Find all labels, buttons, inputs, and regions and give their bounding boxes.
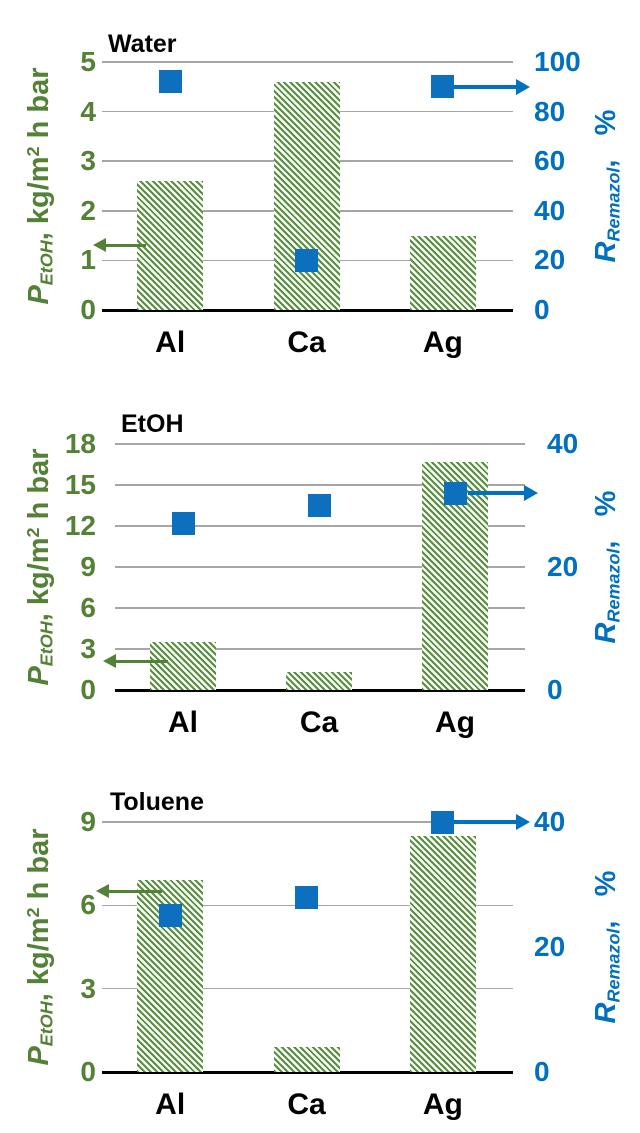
chart-title-etoh: EtOH <box>121 410 184 438</box>
right-axis-arrow-head <box>516 814 530 830</box>
left-axis-tick-label: 5 <box>80 46 96 77</box>
category-label-al: Al <box>155 326 186 359</box>
chart-title-water: Water <box>108 30 177 58</box>
category-label-ca: Ca <box>287 1088 326 1121</box>
left-axis-tick-label: 0 <box>80 674 96 705</box>
gridline <box>115 443 525 445</box>
right-axis-tick-label: 20 <box>534 931 566 962</box>
right-axis-tick-label: 0 <box>534 1056 550 1087</box>
left-axis-tick-label: 2 <box>80 194 96 226</box>
right-axis-arrow-head <box>524 485 538 502</box>
left-axis-arrow-head <box>96 883 109 898</box>
right-axis-title: RRemazol, % <box>583 16 629 356</box>
gridline <box>115 566 525 568</box>
marker-al <box>171 512 195 536</box>
right-axis-tick-label: 0 <box>534 294 550 325</box>
left-axis-arrow-stem <box>113 659 168 664</box>
left-axis-tick-label: 0 <box>80 294 96 325</box>
left-axis-tick-label: 6 <box>80 889 96 921</box>
left-axis-arrow-head <box>93 238 106 253</box>
right-axis-tick-label: 40 <box>547 428 579 459</box>
axis-symbol-subscript: Remazol <box>603 548 624 623</box>
axis-symbol-subscript: Remazol <box>603 167 624 242</box>
left-axis-tick-label: 12 <box>64 510 96 541</box>
gridline <box>102 987 513 990</box>
marker-al <box>158 904 182 928</box>
bar-ca <box>273 1047 340 1072</box>
marker-ca <box>295 248 318 272</box>
bar-ag <box>409 235 476 310</box>
marker-ca <box>307 494 331 517</box>
category-label-ag: Ag <box>422 326 463 359</box>
axis-units-tail: , % <box>590 870 622 929</box>
axis-units-tail: , % <box>590 109 622 168</box>
x-axis-line <box>102 1071 513 1074</box>
right-axis-arrow-head <box>516 78 530 95</box>
marker-ca <box>295 885 318 909</box>
bar-ca <box>273 81 340 310</box>
left-axis-arrow-stem <box>103 243 146 248</box>
marker-al <box>158 70 182 94</box>
right-axis-arrow-stem <box>454 84 518 89</box>
left-axis-arrow-head <box>103 653 116 668</box>
marker-ag <box>431 75 455 99</box>
left-axis-tick-label: 3 <box>80 633 96 664</box>
gridline <box>102 821 513 823</box>
right-axis-tick-label: 60 <box>534 145 566 177</box>
right-axis-title: RRemazol, % <box>583 397 629 737</box>
right-axis-tick-label: 80 <box>534 95 566 127</box>
right-axis-tick-label: 40 <box>534 806 566 837</box>
category-label-ca: Ca <box>299 706 339 739</box>
bar-al <box>150 642 216 690</box>
left-axis-tick-label: 3 <box>80 972 96 1004</box>
category-label-ag: Ag <box>435 706 475 739</box>
right-axis-tick-label: 40 <box>534 194 566 226</box>
x-axis-line <box>102 309 513 312</box>
bar-ag <box>409 835 476 1072</box>
x-axis-line <box>115 689 525 692</box>
left-axis-tick-label: 3 <box>80 145 96 177</box>
gridline <box>115 484 525 486</box>
axis-symbol: R <box>590 622 622 644</box>
gridline <box>102 61 513 63</box>
left-axis-arrow-stem <box>106 889 162 894</box>
left-axis-tick-label: 1 <box>80 244 96 276</box>
category-label-al: Al <box>168 706 198 739</box>
right-axis-tick-label: 20 <box>547 551 579 582</box>
right-axis-title: RRemazol, % <box>583 777 629 1117</box>
marker-ag <box>431 810 455 834</box>
category-label-al: Al <box>155 1088 186 1121</box>
bar-al <box>137 181 204 310</box>
left-axis-tick-label: 15 <box>64 469 96 500</box>
marker-ag <box>443 481 467 505</box>
category-label-ca: Ca <box>287 326 326 359</box>
axis-symbol: R <box>590 241 622 263</box>
chart-title-toluene: Toluene <box>110 788 204 816</box>
bar-ca <box>286 672 352 690</box>
left-axis-tick-label: 18 <box>64 428 96 459</box>
right-axis-tick-label: 0 <box>547 674 563 705</box>
left-axis-tick-label: 4 <box>80 95 96 127</box>
gridline <box>115 525 525 527</box>
gridline <box>115 648 525 650</box>
gridline <box>115 607 525 609</box>
right-axis-arrow-stem <box>454 820 518 824</box>
left-axis-tick-label: 6 <box>80 592 96 623</box>
axis-symbol-subscript: EtOH <box>36 1001 57 1047</box>
right-axis-tick-label: 100 <box>534 46 581 77</box>
right-axis-arrow-stem <box>468 491 526 496</box>
left-axis-tick-label: 0 <box>80 1056 96 1087</box>
axis-symbol-subscript: Remazol <box>603 928 624 1003</box>
right-axis-tick-label: 20 <box>534 244 566 276</box>
left-axis-tick-label: 9 <box>80 551 96 582</box>
axis-units-tail: , % <box>590 490 622 549</box>
category-label-ag: Ag <box>422 1088 463 1121</box>
axis-symbol: R <box>590 1002 622 1024</box>
left-axis-tick-label: 9 <box>80 806 96 837</box>
